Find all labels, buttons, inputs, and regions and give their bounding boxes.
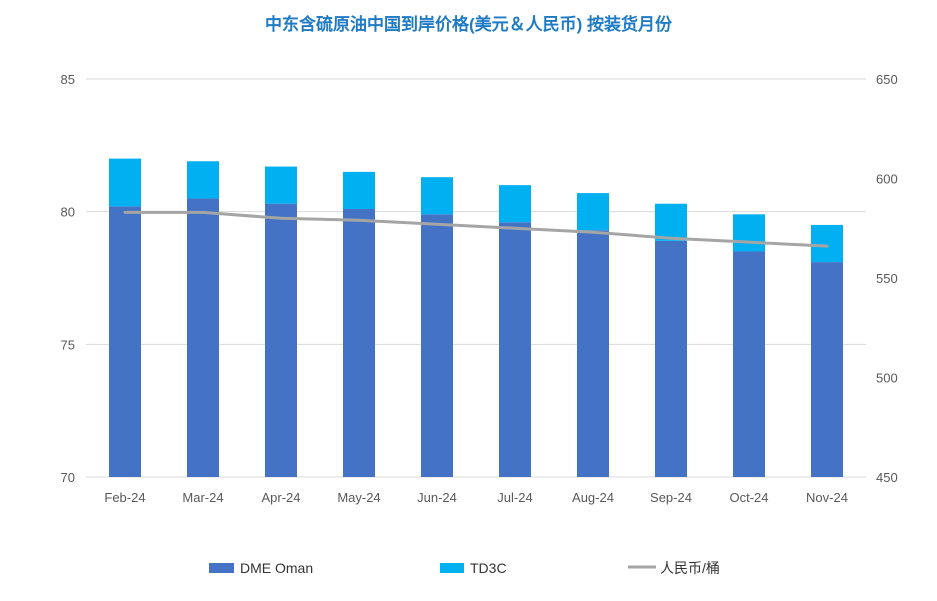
- x-tick-label: Jul-24: [497, 490, 532, 505]
- rmb-line-series: [123, 210, 829, 248]
- bar-td3c: [421, 177, 453, 215]
- y2-tick-label: 600: [876, 172, 898, 187]
- bar-td3c: [655, 203, 687, 241]
- chart-title: 中东含硫原油中国到岸价格(美元＆人民币) 按装货月份: [264, 15, 673, 34]
- bar-td3c: [187, 161, 219, 199]
- right-axis: 450 500 550 600 650: [876, 72, 898, 485]
- x-tick-label: Sep-24: [650, 490, 692, 505]
- x-axis: Feb-24 Mar-24 Apr-24 May-24 Jun-24 Jul-24 Aug-…: [104, 490, 848, 505]
- bar-dme-oman: [343, 209, 375, 477]
- bar-dme-oman: [109, 206, 141, 478]
- legend-label-dme-oman: DME Oman: [240, 560, 313, 576]
- stacked-bars: [109, 158, 843, 478]
- legend-swatch-td3c: [440, 563, 464, 573]
- bar-dme-oman: [421, 214, 453, 477]
- x-tick-label: Jun-24: [417, 490, 457, 505]
- bar-td3c: [109, 158, 141, 207]
- bar-td3c: [343, 171, 375, 210]
- bar-td3c: [811, 224, 843, 263]
- legend-label-rmb: 人民币/桶: [660, 560, 720, 576]
- x-tick-label: Aug-24: [572, 490, 614, 505]
- y2-tick-label: 500: [876, 371, 898, 386]
- y-tick-label: 85: [61, 72, 75, 87]
- bar-td3c: [499, 185, 531, 223]
- bar-dme-oman: [811, 262, 843, 477]
- x-tick-label: Mar-24: [182, 490, 223, 505]
- x-tick-label: Apr-24: [261, 490, 300, 505]
- y-tick-label: 75: [61, 337, 75, 352]
- bar-dme-oman: [187, 198, 219, 477]
- y2-tick-label: 550: [876, 271, 898, 286]
- bar-td3c: [265, 166, 297, 204]
- bar-dme-oman: [265, 203, 297, 477]
- bar-dme-oman: [499, 222, 531, 477]
- bar-dme-oman: [577, 230, 609, 477]
- x-tick-label: Feb-24: [104, 490, 145, 505]
- y2-tick-label: 450: [876, 470, 898, 485]
- bar-td3c: [733, 214, 765, 252]
- y-tick-label: 80: [61, 205, 75, 220]
- x-tick-label: Nov-24: [806, 490, 848, 505]
- legend: DME Oman TD3C 人民币/桶: [209, 560, 720, 576]
- legend-label-td3c: TD3C: [470, 560, 507, 576]
- legend-swatch-dme-oman: [209, 563, 234, 573]
- left-axis: 70 75 80 85: [61, 72, 75, 485]
- bar-td3c: [577, 193, 609, 231]
- x-tick-label: May-24: [337, 490, 380, 505]
- rmb-series-line: [123, 210, 829, 248]
- y2-tick-label: 650: [876, 72, 898, 87]
- y-tick-label: 70: [61, 470, 75, 485]
- bar-dme-oman: [655, 240, 687, 477]
- bar-dme-oman: [733, 251, 765, 477]
- x-tick-label: Oct-24: [729, 490, 768, 505]
